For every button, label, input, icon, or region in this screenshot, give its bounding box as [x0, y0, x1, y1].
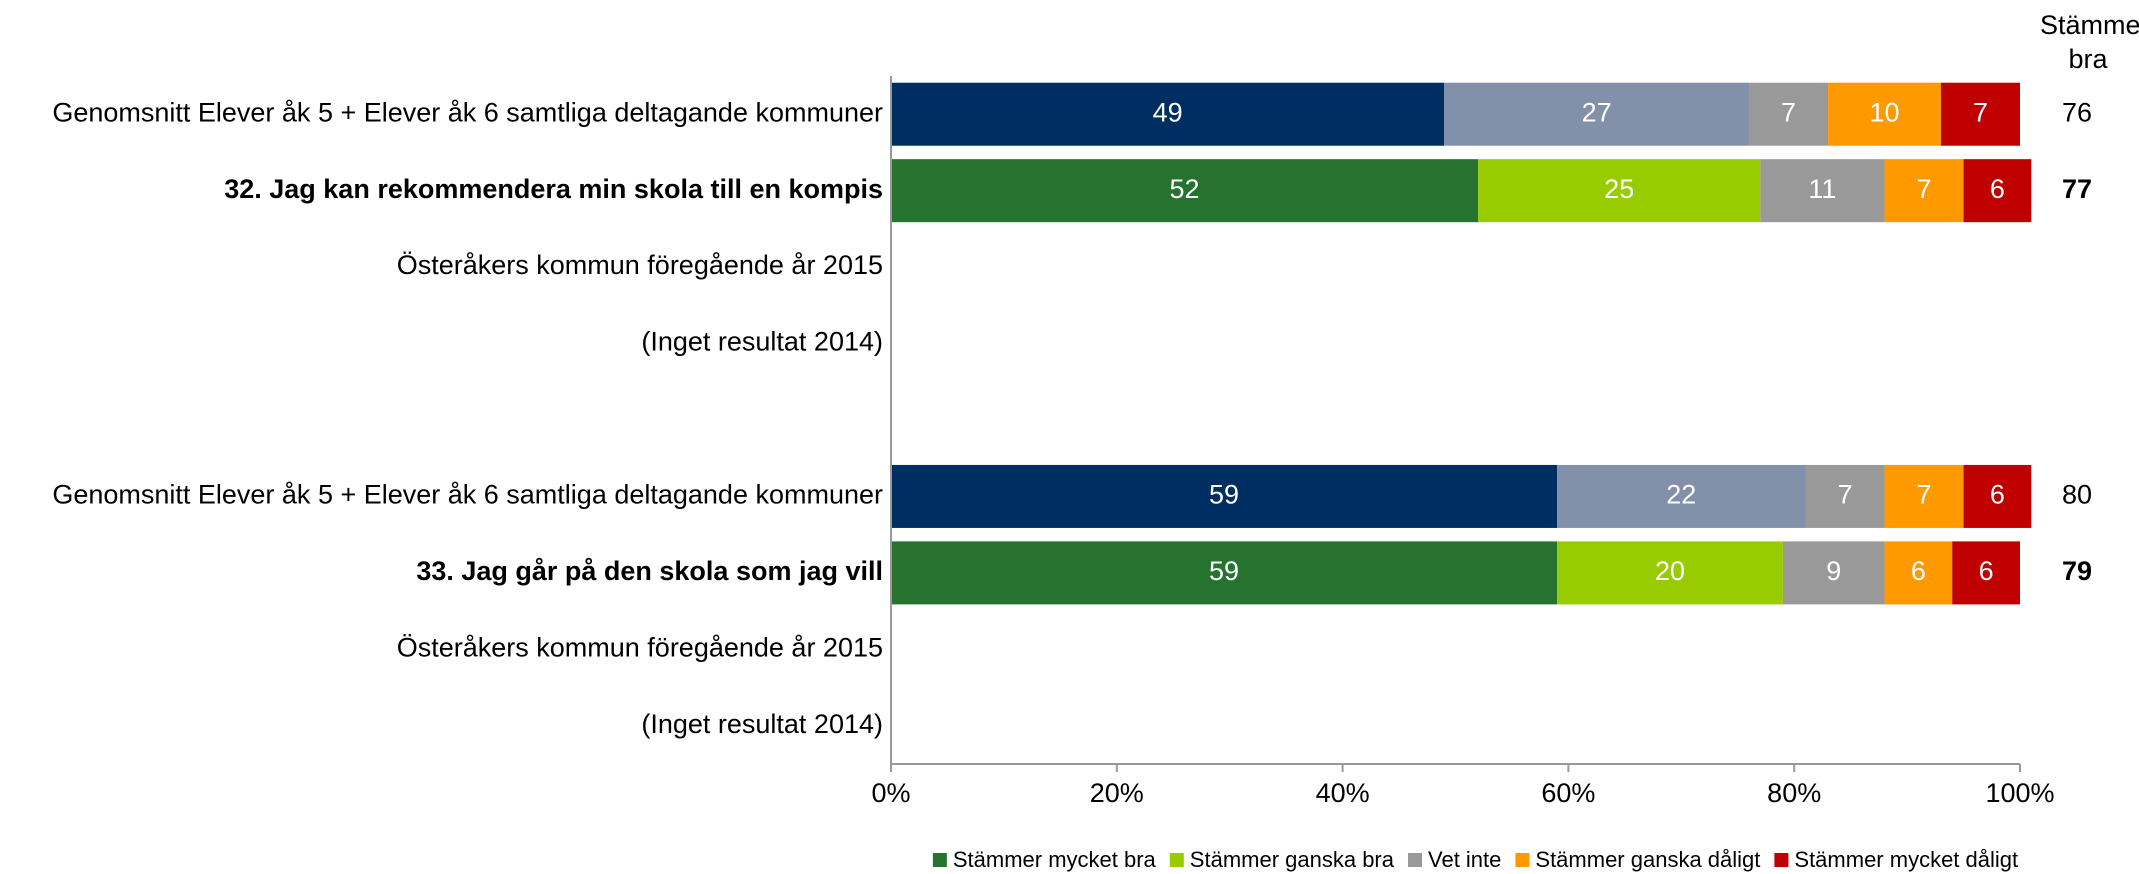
right-value: 79: [2062, 556, 2092, 586]
y-tick-label: (Inget resultat 2014): [641, 709, 883, 739]
data-label: 7: [1973, 97, 1988, 127]
bar-segment: [891, 464, 1558, 528]
bar-segment: [1828, 82, 1941, 146]
bar-segment: [891, 541, 1558, 605]
legend-label: Stämmer ganska dåligt: [1535, 847, 1760, 872]
legend-label: Stämmer mycket bra: [953, 847, 1157, 872]
bar-segment: [1444, 82, 1750, 146]
data-label: 27: [1582, 97, 1612, 127]
x-tick-label: 100%: [1985, 778, 2054, 808]
x-tick-label: 80%: [1767, 778, 1821, 808]
y-tick-label: 33. Jag går på den skola som jag vill: [416, 556, 883, 586]
y-tick-label: Genomsnitt Elever åk 5 + Elever åk 6 sam…: [52, 480, 883, 510]
bar-segment: [1963, 159, 2032, 223]
data-label: 22: [1666, 480, 1696, 510]
bar-segment: [1952, 541, 2020, 605]
data-label: 59: [1209, 556, 1239, 586]
legend-label: Stämmer mycket dåligt: [1794, 847, 2018, 872]
bar-segment: [891, 159, 1479, 223]
data-label: 11: [1808, 174, 1836, 204]
legend-swatch: [932, 853, 947, 867]
data-label: 7: [1917, 480, 1932, 510]
data-label: 6: [1990, 480, 2005, 510]
bar-segment: [1884, 159, 1964, 223]
x-tick-label: 0%: [871, 778, 910, 808]
y-tick-label: (Inget resultat 2014): [641, 327, 883, 357]
x-tick-label: 60%: [1541, 778, 1595, 808]
y-tick-label: Österåkers kommun föregående år 2015: [397, 250, 883, 280]
data-label: 20: [1655, 556, 1685, 586]
right-title: Stämmer bra: [2040, 10, 2139, 74]
legend-label: Vet inte: [1428, 847, 1501, 872]
data-label: 7: [1917, 174, 1932, 204]
bar-segment: [1760, 159, 1885, 223]
data-label: 49: [1153, 97, 1183, 127]
bar-segment: [1478, 159, 1761, 223]
bar-segment: [1805, 464, 1885, 528]
right-value: 77: [2062, 174, 2092, 204]
y-tick-label: Österåkers kommun föregående år 2015: [397, 632, 883, 662]
bar-segment: [1557, 541, 1783, 605]
y-tick-label: Genomsnitt Elever åk 5 + Elever åk 6 sam…: [52, 97, 883, 127]
y-tick-label: 32. Jag kan rekommendera min skola till …: [224, 174, 883, 204]
bar-segment: [1557, 464, 1806, 528]
bar-segment: [1963, 464, 2032, 528]
data-label: 6: [1911, 556, 1926, 586]
bar-segment: [1749, 82, 1829, 146]
data-label: 6: [1979, 556, 1994, 586]
bar-segment: [1940, 82, 2020, 146]
data-label: 10: [1869, 97, 1899, 127]
x-tick-label: 20%: [1090, 778, 1144, 808]
data-label: 59: [1209, 480, 1239, 510]
data-label: 9: [1826, 556, 1841, 586]
bar-segment: [1782, 541, 1885, 605]
data-label: 7: [1837, 480, 1852, 510]
right-value: 80: [2062, 480, 2092, 510]
bar-segment: [891, 82, 1445, 146]
data-label: 7: [1781, 97, 1796, 127]
right-value: 76: [2062, 97, 2092, 127]
legend-swatch: [1774, 853, 1789, 867]
data-label: 25: [1604, 174, 1634, 204]
legend-swatch: [1408, 853, 1423, 867]
bar-segment: [1884, 464, 1964, 528]
bar-segment: [1884, 541, 1953, 605]
x-tick-label: 40%: [1316, 778, 1370, 808]
data-label: 52: [1170, 174, 1200, 204]
legend-swatch: [1169, 853, 1184, 867]
legend-swatch: [1515, 853, 1530, 867]
data-label: 6: [1990, 174, 2005, 204]
legend-label: Stämmer ganska bra: [1190, 847, 1395, 872]
